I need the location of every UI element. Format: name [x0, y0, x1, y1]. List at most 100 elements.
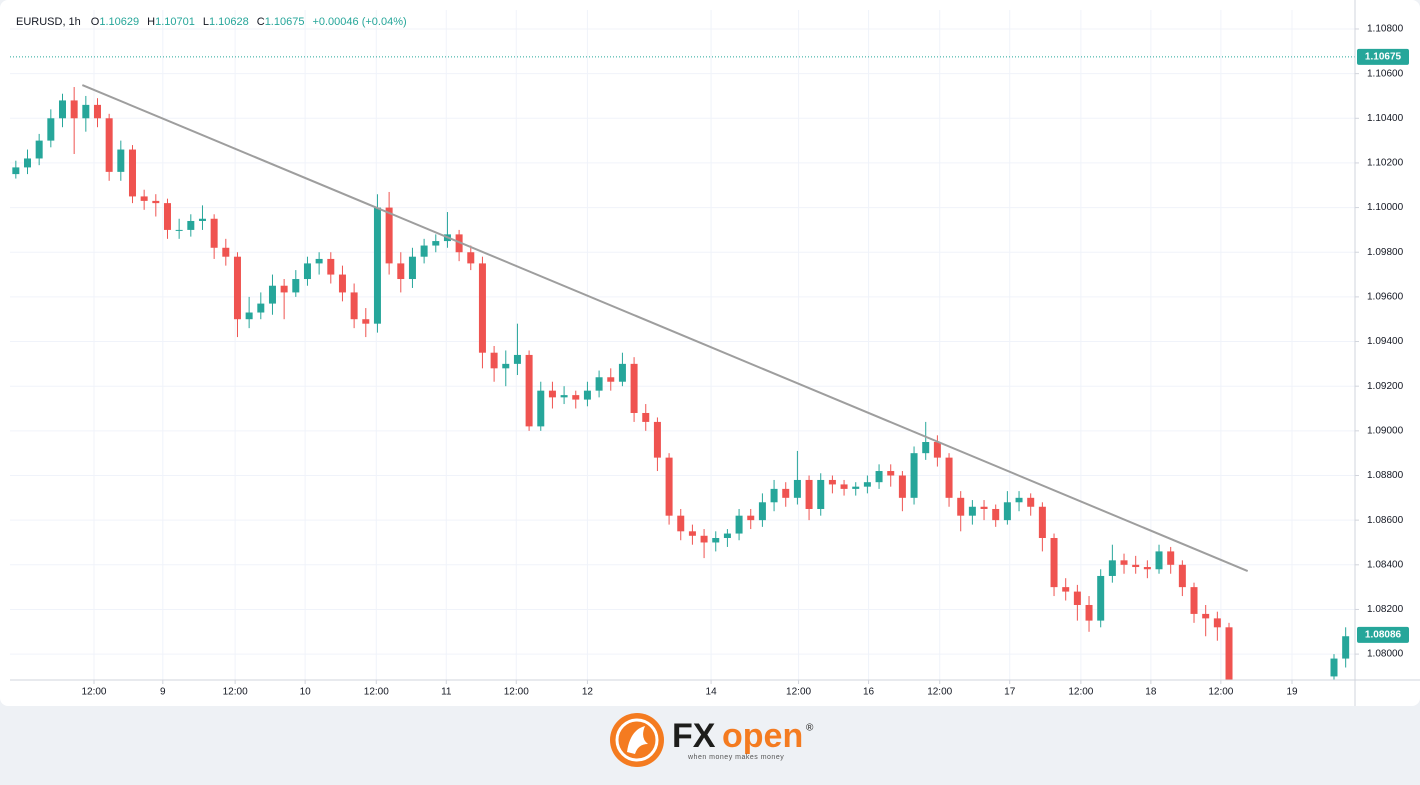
ohlc-key: O [91, 16, 100, 28]
y-tick-label: 1.08600 [1367, 515, 1404, 526]
x-tick-label: 17 [1004, 687, 1016, 698]
x-tick-label: 16 [863, 687, 875, 698]
candle-body [980, 506, 988, 509]
x-tick-label: 9 [160, 687, 166, 698]
candle-body [198, 218, 206, 221]
candle-body [373, 207, 381, 324]
y-tick-label: 1.09800 [1367, 247, 1404, 258]
price-marker-label: 1.10675 [1365, 52, 1402, 63]
candle-body [233, 256, 241, 320]
candle-body [992, 508, 1000, 521]
candle-body [875, 471, 883, 483]
candle-body [1038, 506, 1046, 539]
x-tick-label: 10 [300, 687, 312, 698]
y-tick-label: 1.10000 [1367, 202, 1404, 213]
x-tick-label: 12:00 [364, 687, 389, 698]
candle-body [688, 531, 696, 536]
candle-body [1050, 538, 1058, 588]
ohlc-key: C [257, 16, 265, 28]
candle-body [82, 104, 90, 119]
plot-area [10, 56, 1355, 680]
y-tick-label: 1.09400 [1367, 336, 1404, 347]
candle-body [1027, 497, 1035, 507]
candle-body [315, 258, 323, 264]
candle-body [245, 312, 253, 320]
y-tick-label: 1.10400 [1367, 113, 1404, 124]
candle-body [1003, 502, 1011, 521]
y-tick-label: 1.08400 [1367, 559, 1404, 570]
x-tick-label: 11 [441, 687, 452, 698]
candle-body [957, 497, 965, 516]
candle-body [770, 488, 778, 503]
symbol: EURUSD, 1h [16, 16, 81, 28]
x-tick-label: 12:00 [81, 687, 106, 698]
candle-body [490, 352, 498, 369]
axes: 1.08000 1.08200 1.08400 1.08600 1.08800 1.090… [81, 24, 1409, 698]
brand-registered: ® [806, 723, 814, 734]
candle-body [513, 354, 521, 364]
candle-body [747, 515, 755, 521]
candle-body [163, 203, 171, 230]
candle-body [432, 241, 440, 246]
candle-body [758, 502, 766, 521]
candle-body [268, 285, 276, 304]
x-tick-label: 12:00 [504, 687, 529, 698]
candle-body [152, 200, 160, 204]
ohlc-value: 1.10675 [265, 16, 305, 28]
legend-header: EURUSD, 1h O 1.10629 H 1.10701 L 1.10628 C 1.10… [16, 16, 407, 28]
candle-body [1097, 575, 1105, 621]
logo-emblem-figure [627, 726, 648, 754]
candle-body [350, 292, 358, 320]
candle-body [887, 471, 895, 476]
ohlc-value: 1.10628 [209, 16, 249, 28]
ohlc-key: L [203, 16, 209, 28]
candle-body [140, 196, 148, 201]
candle-body [210, 218, 218, 248]
logo-emblem-ring [615, 718, 659, 762]
x-tick-label: 19 [1286, 687, 1298, 698]
candle-body [1108, 560, 1116, 576]
candle-body [607, 377, 615, 382]
y-tick-label: 1.09000 [1367, 425, 1404, 436]
candle-body [922, 442, 930, 454]
candle-body [385, 207, 393, 264]
candle-body [478, 263, 486, 353]
candle-body [735, 515, 743, 534]
candle-body [257, 303, 265, 313]
candle-body [572, 395, 580, 400]
y-tick-label: 1.08200 [1367, 604, 1404, 615]
candle-body [1178, 564, 1186, 588]
candle-body [327, 258, 335, 275]
brand-open: open [722, 717, 803, 755]
candle-body [933, 442, 941, 458]
candle-body [665, 457, 673, 516]
y-tick-label: 1.08800 [1367, 470, 1404, 481]
chart-panel [0, 0, 1420, 706]
candle-body [338, 274, 346, 293]
candle-body [945, 457, 953, 498]
ohlc-key: H [147, 16, 155, 28]
candle-body [793, 479, 801, 498]
candle-body [537, 390, 545, 427]
candle-body [1155, 551, 1163, 570]
x-tick-label: 12:00 [1068, 687, 1093, 698]
y-tick-label: 1.10200 [1367, 158, 1404, 169]
candle-body [175, 229, 183, 231]
candle-body [35, 140, 43, 159]
candle-body [362, 319, 370, 324]
candle-body [292, 279, 300, 293]
candle-body [805, 479, 813, 509]
candle-body [397, 263, 405, 280]
candle-body [630, 363, 638, 413]
candle-body [863, 482, 871, 487]
candle-body [1190, 587, 1198, 614]
candle-body [467, 252, 475, 264]
candle-body [408, 256, 416, 280]
candle-body [677, 515, 685, 532]
candle-body [852, 486, 860, 489]
price-marker-box [1357, 626, 1409, 643]
candle-body [817, 479, 825, 509]
y-tick-label: 1.08000 [1367, 649, 1404, 660]
candle-body [712, 538, 720, 543]
